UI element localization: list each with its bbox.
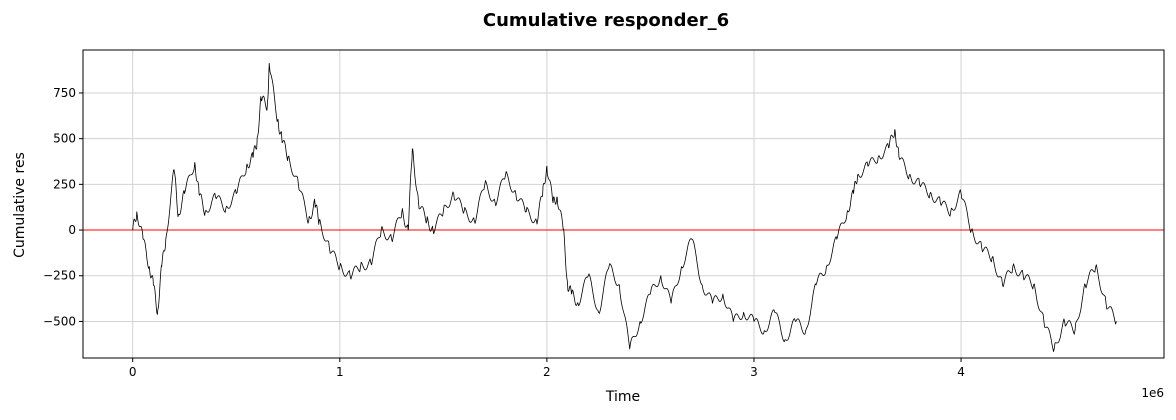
y-tick-label: 750 xyxy=(53,86,76,100)
x-tick-label: 2 xyxy=(543,365,551,379)
x-tick-label: 1 xyxy=(336,365,344,379)
plot-area-frame xyxy=(82,49,1165,359)
y-tick-label: 500 xyxy=(53,132,76,146)
y-tick-label: −250 xyxy=(43,269,76,283)
y-tick-label: −500 xyxy=(43,314,76,328)
x-tick-label: 4 xyxy=(957,365,965,379)
series-line xyxy=(132,62,1117,352)
x-tick-label: 0 xyxy=(129,365,137,379)
x-axis-label: Time xyxy=(605,389,640,405)
y-tick-label: 0 xyxy=(68,223,76,237)
x-tick-label: 3 xyxy=(750,365,758,379)
axis-ticks: 0 1 2 3 4 −500 −250 0 250 500 750 xyxy=(43,86,965,379)
y-axis-label: Cumulative res xyxy=(12,152,28,258)
chart-title: Cumulative responder_6 xyxy=(483,10,729,31)
series-group xyxy=(132,62,1117,352)
y-tick-label: 250 xyxy=(53,177,76,191)
grid xyxy=(83,50,1164,358)
x-axis-offset-label: 1e6 xyxy=(1141,386,1164,400)
